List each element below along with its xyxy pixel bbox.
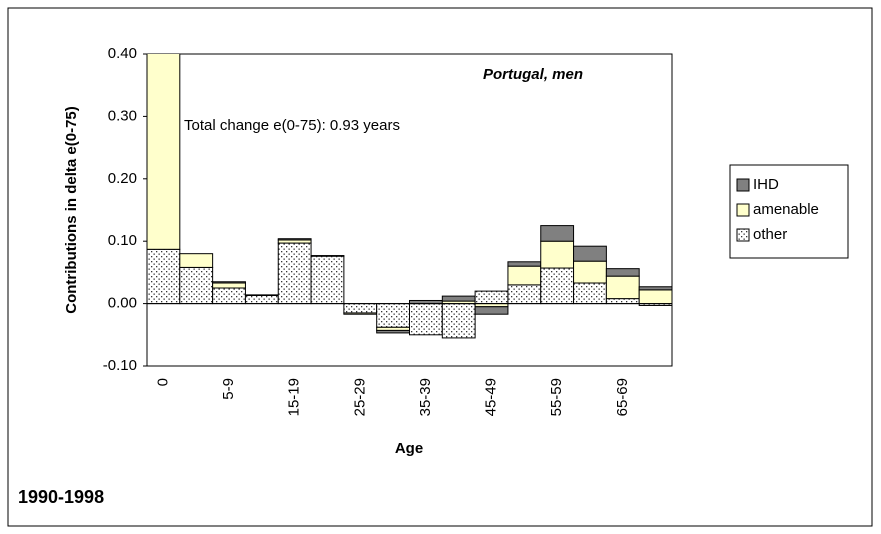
bar-segment [540, 225, 575, 242]
bar-segment [212, 282, 246, 289]
chart-title: Portugal, men [483, 66, 583, 83]
bar-segment [474, 306, 509, 315]
bar-segment [605, 268, 640, 277]
footer: 1990-1998 [18, 487, 104, 507]
annotation: Total change e(0-75): 0.93 years [184, 117, 400, 134]
legend-label: other [753, 226, 787, 243]
bar-segment [605, 298, 640, 305]
legend-swatch [736, 203, 750, 217]
bar-segment [376, 329, 410, 334]
legend-swatch [736, 228, 750, 242]
bar-segment [573, 245, 607, 262]
legend-label: IHD [753, 176, 779, 193]
bar-segment [507, 261, 542, 267]
bar-segment [474, 290, 509, 305]
bar-segment [441, 295, 476, 302]
bar-segment [540, 240, 575, 269]
bar-segment [343, 312, 378, 315]
y-axis-label: Contributions in delta e(0-75) [63, 106, 80, 314]
legend-swatch [736, 178, 750, 192]
bar-segment [638, 286, 672, 291]
y-tick-label: 0.20 [108, 170, 137, 187]
bar-segment [310, 255, 345, 257]
bar-segment [244, 294, 279, 296]
x-tick-label: 5-9 [220, 378, 237, 400]
y-tick-label: 0.30 [108, 107, 137, 124]
bar-segment [638, 289, 672, 305]
bar-segment [277, 242, 312, 305]
frame [7, 7, 873, 527]
bar-segment [441, 303, 476, 339]
legend [729, 164, 849, 259]
bar-segment [573, 282, 607, 305]
bar-segment [507, 284, 542, 305]
bar-segment [605, 275, 640, 300]
bar-segment [212, 281, 246, 284]
bar-segment [343, 303, 378, 314]
x-tick-label: 0 [154, 378, 171, 386]
x-tick-label: 15-19 [286, 378, 303, 416]
y-tick-label: 0.40 [108, 45, 137, 62]
bar-segment [147, 248, 181, 305]
y-tick-label: 0.00 [108, 295, 137, 312]
bar-segment [507, 265, 542, 286]
bar-segment [179, 266, 214, 305]
bar-segment [147, 54, 181, 250]
x-tick-label: 25-29 [351, 378, 368, 416]
x-tick-label: 55-59 [548, 378, 565, 416]
x-tick-label: 65-69 [614, 378, 631, 416]
bar-segment [573, 260, 607, 284]
bar-segment [409, 303, 443, 336]
bar-segment [540, 267, 575, 305]
bar-segment [244, 294, 279, 305]
y-tick-label: 0.10 [108, 232, 137, 249]
bar-segment [376, 303, 410, 328]
bar-segment [212, 287, 246, 305]
y-tick-label: -0.10 [103, 357, 137, 374]
bar-segment [310, 255, 345, 305]
bar-segment [277, 238, 312, 241]
x-axis-label: Age [395, 440, 423, 457]
legend-label: amenable [753, 201, 819, 218]
x-tick-label: 35-39 [417, 378, 434, 416]
x-tick-label: 45-49 [483, 378, 500, 416]
bar-segment [179, 253, 214, 268]
